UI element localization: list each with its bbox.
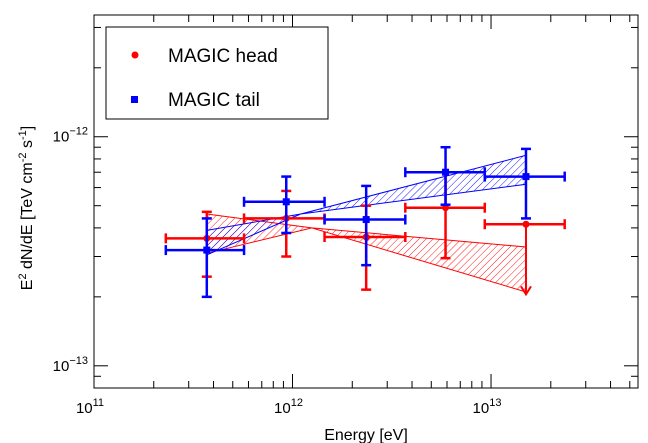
- y-tick-label: 10−13: [53, 355, 88, 375]
- tail-point: [283, 198, 290, 205]
- y-axis-label: E2 dN/dE [TeV cm-2 s-1]: [17, 126, 36, 290]
- legend-head-label: MAGIC head: [168, 46, 278, 67]
- legend-tail-label: MAGIC tail: [168, 90, 260, 111]
- y-tick-label: 10−12: [53, 126, 88, 146]
- tail-point: [363, 216, 370, 223]
- x-tick-label: 1012: [274, 397, 303, 417]
- tick-labels: 1011 1012 1013 10−13 10−12: [53, 126, 502, 417]
- tail-point: [442, 169, 449, 176]
- legend-head-marker: [132, 52, 139, 59]
- head-point: [522, 221, 529, 228]
- x-axis-label: Energy [eV]: [324, 427, 408, 443]
- x-tick-label: 1013: [473, 397, 502, 417]
- tail-point: [203, 247, 210, 254]
- legend-tail-marker: [131, 96, 138, 103]
- x-tick-label: 1011: [76, 397, 104, 417]
- legend: MAGIC head MAGIC tail: [106, 27, 328, 119]
- tail-point: [522, 173, 529, 180]
